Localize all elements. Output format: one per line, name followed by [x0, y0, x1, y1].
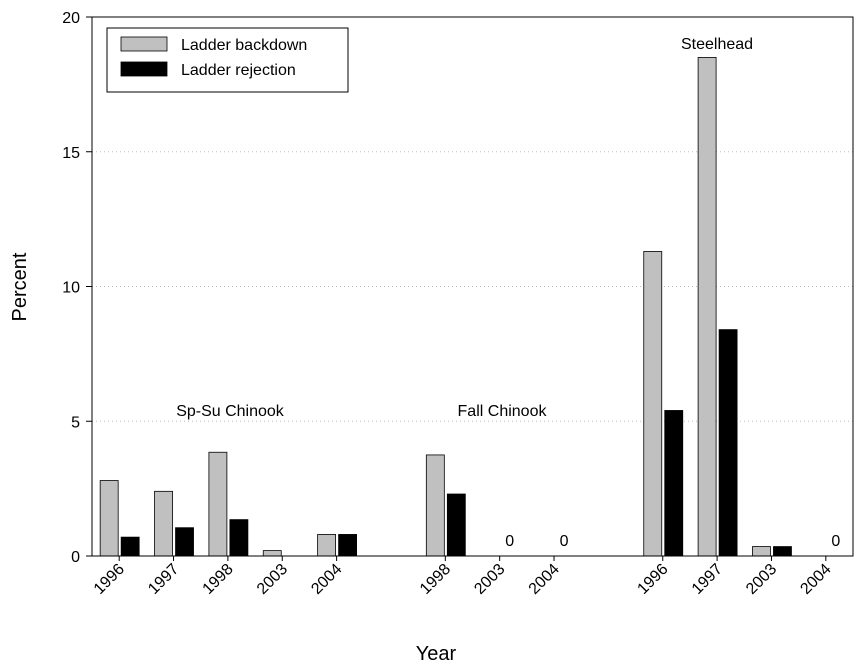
bar: [338, 534, 358, 557]
bar: [425, 454, 445, 557]
y-tick-label: 20: [62, 10, 80, 27]
annotation: Steelhead: [681, 36, 753, 53]
annotation: Fall Chinook: [458, 403, 548, 420]
bar: [664, 410, 684, 557]
x-axis-title: Year: [416, 643, 457, 665]
y-tick-label: 5: [71, 414, 80, 431]
annotation: Sp-Su Chinook: [176, 403, 285, 420]
bar: [120, 536, 140, 557]
bar: [208, 451, 228, 557]
value-label: 0: [831, 533, 840, 550]
bar: [175, 527, 194, 557]
x-tick-label: 1998: [200, 561, 237, 598]
bar: [99, 480, 119, 557]
x-tick-label: 2003: [743, 561, 780, 598]
y-tick-label: 15: [62, 145, 80, 162]
x-tick-label: 2004: [526, 561, 563, 598]
y-tick-label: 0: [71, 549, 80, 566]
y-tick-label: 10: [62, 280, 80, 297]
y-axis-title: Percent: [9, 252, 31, 321]
bar: [154, 490, 173, 557]
x-tick-label: 1996: [91, 561, 128, 598]
bar: [262, 550, 282, 557]
x-tick-label: 2003: [254, 561, 291, 598]
bar: [643, 251, 663, 557]
x-tick-label: 1997: [689, 561, 726, 598]
legend-swatch: [120, 61, 168, 77]
value-label: 0: [560, 533, 569, 550]
bar: [446, 493, 466, 557]
bar: [718, 329, 738, 557]
bar: [317, 534, 337, 557]
x-tick-label: 1996: [634, 561, 671, 598]
x-tick-label: 2004: [308, 561, 345, 598]
x-tick-label: 1998: [417, 561, 454, 598]
legend-label: Ladder rejection: [181, 62, 296, 79]
bar: [773, 546, 792, 557]
bar: [752, 546, 771, 557]
x-tick-label: 1997: [145, 561, 182, 598]
value-label: 0: [505, 533, 514, 550]
legend-label: Ladder backdown: [181, 37, 307, 54]
x-tick-label: 2003: [471, 561, 508, 598]
bar: [697, 57, 717, 557]
bar: [229, 519, 249, 557]
legend-swatch: [120, 36, 168, 52]
plot-frame: [91, 16, 854, 557]
x-tick-label: 2004: [797, 561, 834, 598]
